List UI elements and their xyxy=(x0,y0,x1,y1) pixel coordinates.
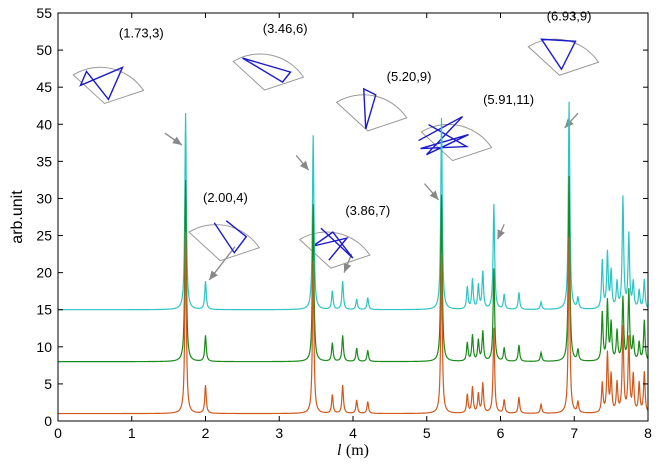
series-line-1 xyxy=(58,175,649,363)
series-line-2 xyxy=(58,231,649,415)
billiard-boundary xyxy=(72,66,145,105)
y-tick-label: 30 xyxy=(36,190,52,206)
x-tick-label: 5 xyxy=(423,425,431,441)
annotation-arrow-head xyxy=(209,270,218,281)
billiard-boundary xyxy=(527,38,600,76)
annotation-label: (2.00,4) xyxy=(203,190,248,205)
billiard-orbit-path xyxy=(242,57,292,84)
billiard-orbit-path xyxy=(79,66,124,101)
y-tick-label: 50 xyxy=(36,42,52,58)
x-tick-label: 6 xyxy=(497,425,505,441)
billiard-boundary xyxy=(335,94,408,132)
annotation-arrow-head xyxy=(299,160,309,171)
x-tick-label: 3 xyxy=(275,425,283,441)
billiard-boundary xyxy=(298,231,371,269)
annotation-2: (3.46,6) xyxy=(232,21,310,171)
billiard-orbit-icon xyxy=(188,220,261,262)
y-tick-label: 0 xyxy=(44,413,52,429)
x-tick-label: 2 xyxy=(202,425,210,441)
billiard-orbit-icon xyxy=(335,87,408,132)
billiard-orbit-icon xyxy=(418,115,493,162)
billiard-orbit-path xyxy=(362,87,377,130)
billiard-boundary xyxy=(420,123,493,162)
billiard-orbit-icon xyxy=(527,38,600,76)
annotation-0: (1.73,3) xyxy=(72,25,183,146)
billiard-orbit-path xyxy=(540,38,577,71)
annotation-arrow-head xyxy=(343,262,352,273)
annotation-arrow-head xyxy=(172,136,182,146)
annotation-label: (3.46,6) xyxy=(263,21,308,36)
annotation-label: (1.73,3) xyxy=(119,25,164,40)
series-layer xyxy=(58,101,649,415)
y-tick-label: 5 xyxy=(44,376,52,392)
y-tick-label: 25 xyxy=(36,228,52,244)
x-tick-label: 0 xyxy=(54,425,62,441)
y-axis-label: arb.unit xyxy=(9,190,26,244)
y-tick-label: 40 xyxy=(36,116,52,132)
x-axis-label-unit: (m) xyxy=(346,442,369,459)
y-tick-label: 15 xyxy=(36,302,52,318)
x-tick-label: 4 xyxy=(349,425,357,441)
annotation-label: (5.20,9) xyxy=(387,69,432,84)
x-axis-label-symbol: l xyxy=(337,442,342,459)
annotation-arrow-head xyxy=(497,229,505,240)
x-tick-label: 8 xyxy=(644,425,652,441)
y-tick-label: 10 xyxy=(36,339,52,355)
billiard-orbit-icon xyxy=(232,53,305,91)
annotation-label: (3.86,7) xyxy=(345,203,390,218)
annotation-label: (5.91,11) xyxy=(483,92,534,107)
x-axis-label: l (m) xyxy=(337,442,369,459)
billiard-orbit-path xyxy=(418,115,469,156)
billiard-orbit-icon xyxy=(72,66,145,105)
x-tick-label: 7 xyxy=(570,425,578,441)
annotations-layer: (1.73,3) (2.00,4) (3.46,6) (3.86,7) (5.20,9)… xyxy=(72,8,600,281)
billiard-boundary xyxy=(188,224,261,262)
annotation-6: (6.93,9) xyxy=(527,8,600,129)
x-tick-label: 1 xyxy=(128,425,136,441)
annotation-4: (5.20,9) xyxy=(335,69,440,201)
annotation-1: (2.00,4) xyxy=(188,190,261,281)
annotation-3: (3.86,7) xyxy=(298,203,390,273)
billiard-orbit-icon xyxy=(298,227,371,269)
billiard-orbit-path xyxy=(312,227,354,261)
annotation-label: (6.93,9) xyxy=(547,8,592,23)
y-tick-label: 55 xyxy=(36,5,52,21)
billiard-boundary xyxy=(232,53,305,91)
annotation-5: (5.91,11) xyxy=(418,92,534,240)
y-tick-label: 35 xyxy=(36,153,52,169)
y-tick-label: 45 xyxy=(36,79,52,95)
series-line-0 xyxy=(58,101,649,311)
billiard-orbit-path xyxy=(213,220,248,254)
y-tick-label: 20 xyxy=(36,265,52,281)
annotation-arrow-head xyxy=(429,190,439,200)
